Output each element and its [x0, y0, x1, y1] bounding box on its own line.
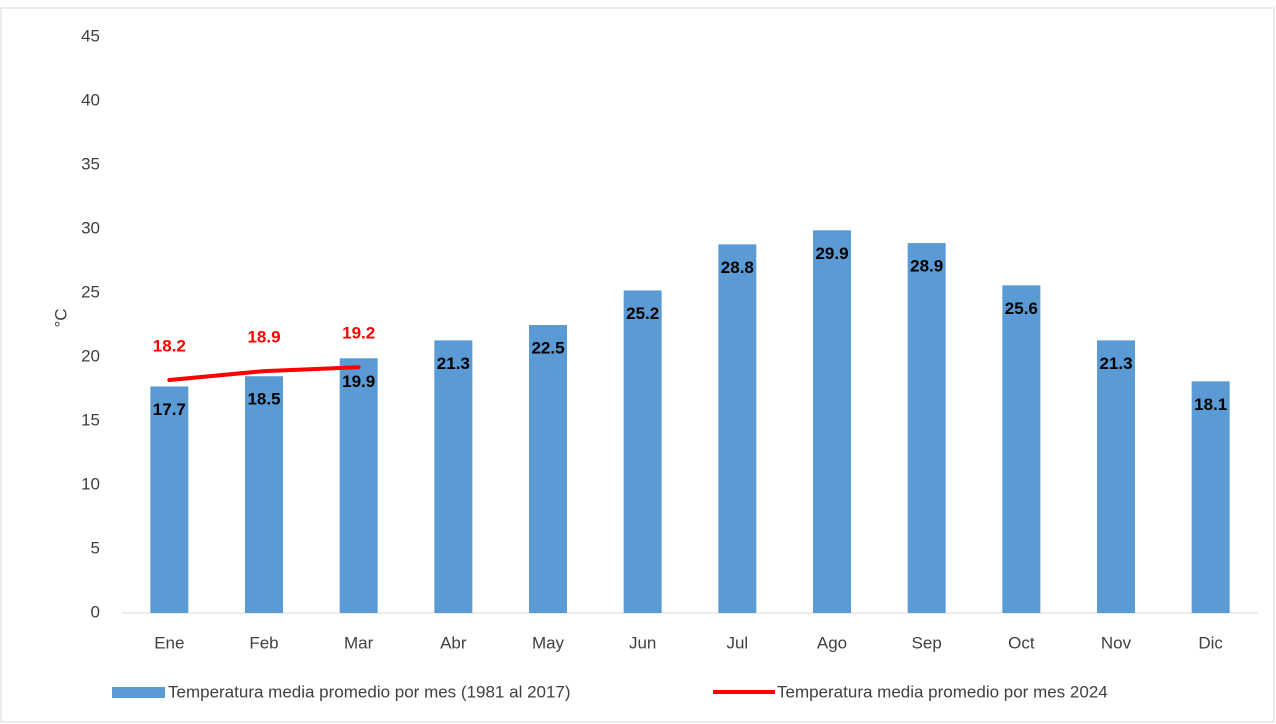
bar [813, 230, 851, 613]
x-tick-label: Nov [1101, 633, 1132, 652]
line [167, 365, 361, 383]
bar [245, 376, 283, 613]
line-value-label: 19.2 [342, 324, 375, 343]
bar [339, 358, 378, 613]
y-tick-label: 15 [81, 410, 100, 429]
y-tick-label: 25 [81, 282, 100, 301]
bar-value-label: 25.6 [1005, 299, 1038, 318]
bar [907, 243, 946, 613]
x-tick-label: Feb [249, 633, 278, 652]
legend-swatch [112, 687, 165, 698]
y-tick-label: 30 [81, 218, 100, 237]
y-tick-label: 10 [81, 474, 100, 493]
bar-value-label: 22.5 [531, 338, 564, 357]
bar-value-label: 21.3 [437, 354, 470, 373]
y-axis-label: °C [51, 308, 70, 327]
x-tick-label: Jul [726, 633, 748, 652]
y-tick-label: 35 [81, 154, 100, 173]
bar [529, 325, 567, 613]
bar-value-label: 25.2 [626, 304, 659, 323]
x-tick-label: Oct [1008, 633, 1035, 652]
y-tick-label: 40 [81, 90, 100, 109]
bar [1002, 285, 1041, 613]
y-tick-label: 45 [81, 26, 100, 45]
x-tick-label: Abr [440, 633, 467, 652]
x-tick-label: Mar [344, 633, 374, 652]
legend-label: Temperatura media promedio por mes (1981… [168, 682, 571, 701]
bar [718, 244, 757, 614]
bar [623, 290, 662, 613]
bar [1097, 340, 1135, 613]
line-value-label: 18.9 [247, 328, 280, 347]
bar-value-label: 28.8 [721, 258, 754, 277]
x-tick-label: Dic [1198, 633, 1223, 652]
y-tick-label: 0 [91, 602, 100, 621]
bar-value-label: 18.5 [247, 390, 280, 409]
bar [150, 386, 189, 613]
legend-label: Temperatura media promedio por mes 2024 [777, 682, 1108, 701]
y-tick-label: 20 [81, 346, 100, 365]
bar-value-label: 28.9 [910, 257, 943, 276]
x-tick-label: Ene [154, 633, 184, 652]
x-tick-label: Jun [629, 633, 656, 652]
x-tick-label: Sep [912, 633, 942, 652]
y-tick-label: 5 [91, 538, 100, 557]
x-tick-label: May [532, 633, 565, 652]
bar-value-label: 17.7 [153, 400, 186, 419]
bar-value-label: 19.9 [342, 372, 375, 391]
bar [1191, 381, 1230, 613]
bar-value-label: 18.1 [1194, 395, 1227, 414]
line-value-label: 18.2 [153, 337, 186, 356]
bar-value-label: 21.3 [1099, 354, 1132, 373]
bar-value-label: 29.9 [815, 244, 848, 263]
bar [434, 340, 473, 613]
x-tick-label: Ago [817, 633, 847, 652]
